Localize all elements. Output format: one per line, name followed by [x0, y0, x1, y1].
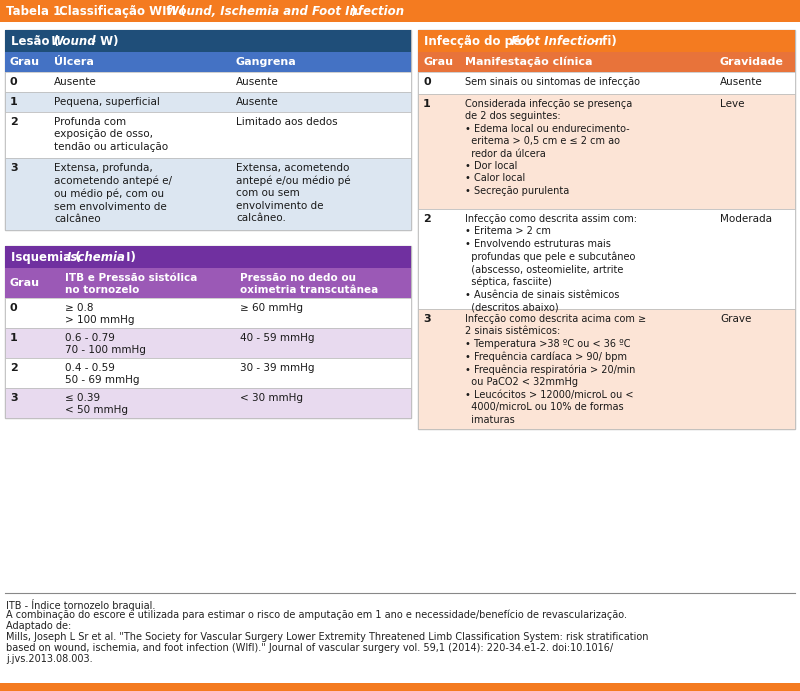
Text: Infecção do pé (: Infecção do pé ( — [424, 35, 530, 48]
Text: Grau: Grau — [10, 278, 40, 288]
Text: 0.6 - 0.79
70 - 100 mmHg: 0.6 - 0.79 70 - 100 mmHg — [65, 333, 146, 355]
Bar — [5, 246, 411, 268]
Text: Sem sinais ou sintomas de infecção: Sem sinais ou sintomas de infecção — [465, 77, 640, 87]
Text: Ausente: Ausente — [236, 97, 278, 107]
Text: Ischemia: Ischemia — [67, 251, 126, 263]
Bar — [5, 388, 411, 418]
Text: 0: 0 — [10, 77, 18, 87]
Text: 2: 2 — [10, 363, 18, 373]
Text: Extensa, profunda,
acometendo antepé e/
ou médio pé, com ou
sem envolvimento de
: Extensa, profunda, acometendo antepé e/ … — [54, 163, 172, 224]
Text: based on wound, ischemia, and foot infection (WIfI)." Journal of vascular surger: based on wound, ischemia, and foot infec… — [6, 643, 613, 653]
Text: ≥ 60 mmHg: ≥ 60 mmHg — [240, 303, 303, 313]
Text: Infecção como descrita acima com ≥
2 sinais sistêmicos:
• Temperatura >38 ºC ou : Infecção como descrita acima com ≥ 2 sin… — [465, 314, 646, 424]
Text: 30 - 39 mmHg: 30 - 39 mmHg — [240, 363, 314, 373]
Bar — [5, 30, 411, 230]
Text: Gravidade: Gravidade — [720, 57, 784, 67]
Bar — [418, 72, 795, 94]
Bar — [418, 94, 795, 209]
Text: - I): - I) — [113, 251, 136, 263]
Text: 2: 2 — [423, 214, 430, 224]
Text: < 30 mmHg: < 30 mmHg — [240, 393, 303, 403]
Bar — [5, 298, 411, 328]
Text: ≥ 0.8
> 100 mmHg: ≥ 0.8 > 100 mmHg — [65, 303, 134, 325]
Text: Profunda com
exposição de osso,
tendão ou articulação: Profunda com exposição de osso, tendão o… — [54, 117, 168, 152]
Text: 0: 0 — [423, 77, 430, 87]
Text: Grau: Grau — [10, 57, 40, 67]
Text: Extensa, acometendo
antepé e/ou médio pé
com ou sem
envolvimento de
calcâneo.: Extensa, acometendo antepé e/ou médio pé… — [236, 163, 350, 223]
Text: Lesão (: Lesão ( — [11, 35, 59, 48]
Text: Infecção como descrita assim com:
• Eritema > 2 cm
• Envolvendo estruturas mais
: Infecção como descrita assim com: • Erit… — [465, 214, 637, 312]
Text: Ausente: Ausente — [236, 77, 278, 87]
Text: j.jvs.2013.08.003.: j.jvs.2013.08.003. — [6, 654, 93, 664]
Text: Gangrena: Gangrena — [236, 57, 297, 67]
Text: - fi): - fi) — [589, 35, 617, 48]
Text: Ausente: Ausente — [720, 77, 762, 87]
Bar — [0, 683, 800, 691]
Text: 2: 2 — [10, 117, 18, 127]
Text: Adaptado de:: Adaptado de: — [6, 621, 71, 631]
Text: Manifestação clínica: Manifestação clínica — [465, 57, 593, 67]
Text: 3: 3 — [10, 163, 18, 173]
Text: 3: 3 — [423, 314, 430, 324]
Bar — [5, 246, 411, 418]
Text: Foot Infection: Foot Infection — [511, 35, 603, 48]
Bar — [5, 158, 411, 230]
Text: Úlcera: Úlcera — [54, 57, 94, 67]
Text: Ausente: Ausente — [54, 77, 97, 87]
Text: Grau: Grau — [423, 57, 453, 67]
Bar — [5, 358, 411, 388]
Bar — [5, 72, 411, 92]
Bar — [418, 30, 795, 429]
Text: 40 - 59 mmHg: 40 - 59 mmHg — [240, 333, 314, 343]
Text: 0: 0 — [10, 303, 18, 313]
Text: ≤ 0.39
< 50 mmHg: ≤ 0.39 < 50 mmHg — [65, 393, 128, 415]
Text: Mills, Joseph L Sr et al. "The Society for Vascular Surgery Lower Extremity Thre: Mills, Joseph L Sr et al. "The Society f… — [6, 632, 649, 642]
Text: Moderada: Moderada — [720, 214, 772, 224]
Text: ITB e Pressão sistólica
no tornozelo: ITB e Pressão sistólica no tornozelo — [65, 273, 198, 295]
Bar — [5, 30, 411, 52]
Text: Grave: Grave — [720, 314, 751, 324]
Text: Limitado aos dedos: Limitado aos dedos — [236, 117, 338, 127]
Text: A combinação do escore é utilizada para estimar o risco de amputação em 1 ano e : A combinação do escore é utilizada para … — [6, 610, 627, 621]
Bar — [5, 52, 411, 72]
Text: 3: 3 — [10, 393, 18, 403]
Bar — [5, 328, 411, 358]
Text: - W): - W) — [87, 35, 118, 48]
Text: Tabela 1.: Tabela 1. — [6, 5, 70, 17]
Text: Wound, Ischemia and Foot Infection: Wound, Ischemia and Foot Infection — [166, 5, 404, 17]
Bar — [418, 309, 795, 429]
Bar — [418, 52, 795, 72]
Text: 1: 1 — [10, 333, 18, 343]
Text: ).: ). — [350, 5, 360, 17]
Bar — [5, 112, 411, 158]
Text: ITB - Índice tornozelo braquial.: ITB - Índice tornozelo braquial. — [6, 599, 155, 611]
Text: Leve: Leve — [720, 99, 745, 109]
Text: Classificação WIfI (: Classificação WIfI ( — [59, 5, 186, 17]
Bar — [418, 209, 795, 309]
Bar — [418, 30, 795, 52]
Text: Pequena, superficial: Pequena, superficial — [54, 97, 160, 107]
Text: Wound: Wound — [51, 35, 97, 48]
Bar — [5, 268, 411, 298]
Text: 1: 1 — [10, 97, 18, 107]
Text: Pressão no dedo ou
oximetria transcutânea: Pressão no dedo ou oximetria transcutâne… — [240, 273, 378, 295]
Text: 0.4 - 0.59
50 - 69 mmHg: 0.4 - 0.59 50 - 69 mmHg — [65, 363, 139, 386]
Text: Isquemia (: Isquemia ( — [11, 251, 81, 263]
Text: Considerada infecção se presença
de 2 dos seguintes:
• Edema local ou endurecime: Considerada infecção se presença de 2 do… — [465, 99, 632, 196]
Text: 1: 1 — [423, 99, 430, 109]
Bar — [5, 92, 411, 112]
Bar — [0, 0, 800, 22]
